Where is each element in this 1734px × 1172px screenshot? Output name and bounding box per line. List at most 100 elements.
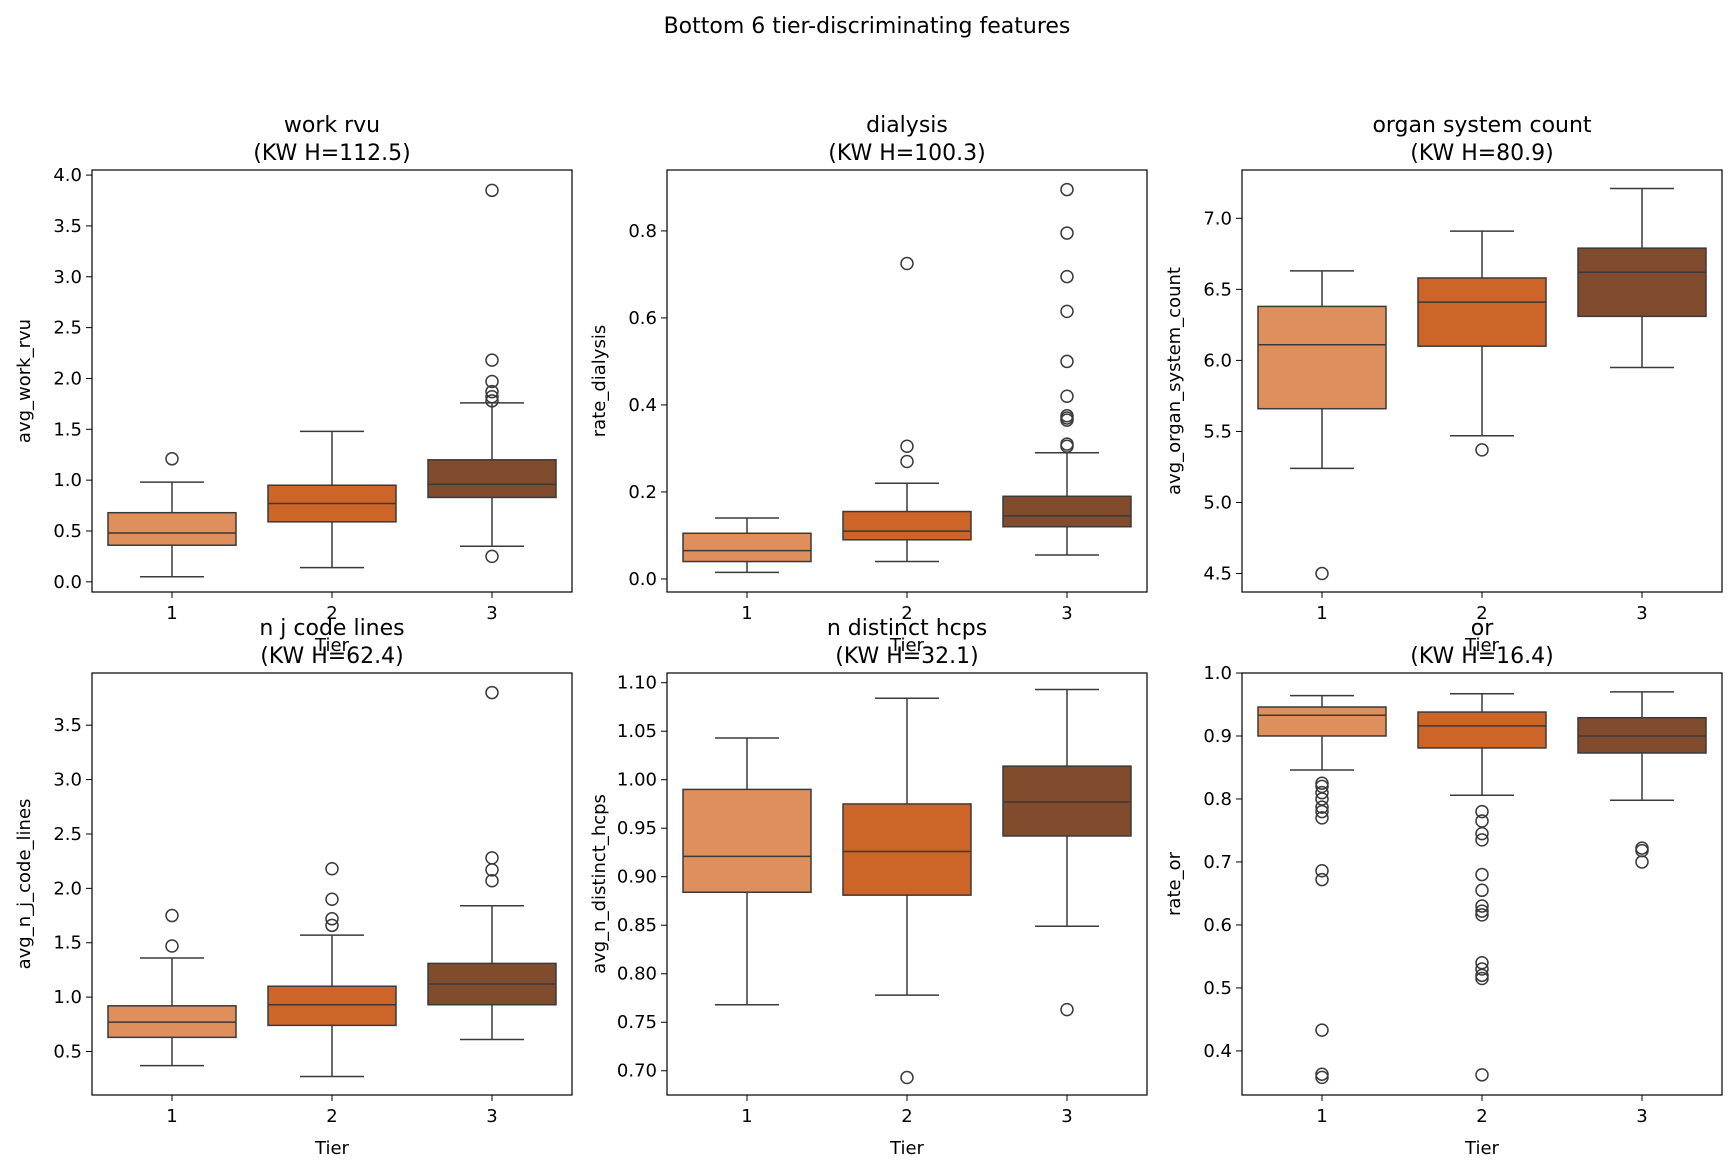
x-axis-label: Tier: [314, 635, 350, 656]
x-tick-label: 3: [1061, 603, 1072, 624]
y-tick-label: 1.00: [617, 770, 657, 791]
y-tick-label: 3.0: [53, 770, 82, 791]
outlier-point: [1315, 785, 1329, 800]
outlier-point: [1475, 883, 1489, 898]
outlier-point: [1475, 814, 1489, 828]
iqr-box: [1257, 305, 1387, 410]
outlier-point: [1475, 899, 1489, 913]
y-tick-label: 7.0: [1203, 208, 1232, 229]
outlier-point: [1060, 182, 1074, 197]
box-tier-2: [842, 697, 972, 1085]
iqr-box: [427, 459, 557, 499]
outlier-point: [1315, 1067, 1329, 1081]
y-tick-label: 4.5: [1203, 564, 1232, 585]
subplot-subtitle: (KW H=16.4): [1410, 644, 1554, 669]
outlier-point: [1475, 908, 1489, 922]
y-tick-label: 6.0: [1203, 350, 1232, 371]
subplot-title: organ system count: [1372, 113, 1591, 138]
y-axis-label: avg_n_j_code_lines: [14, 799, 35, 970]
y-tick-label: 1.5: [53, 419, 82, 440]
y-tick-label: 0.85: [617, 915, 657, 936]
outlier-point: [1475, 955, 1489, 970]
outlier-point: [1475, 962, 1489, 976]
box-tier-2: [267, 430, 397, 569]
box-tier-2: [267, 862, 397, 1078]
y-tick-label: 0.5: [53, 1041, 82, 1062]
outlier-point: [1635, 855, 1649, 869]
x-tick-label: 2: [901, 1106, 912, 1127]
box-tier-3: [1577, 691, 1707, 869]
outlier-point: [325, 892, 339, 906]
outlier-point: [1060, 389, 1074, 403]
x-tick-label: 3: [1061, 1106, 1072, 1127]
box-tier-1: [1257, 694, 1387, 1085]
box-tier-2: [1417, 230, 1547, 457]
y-tick-label: 2.0: [53, 368, 82, 389]
x-tick-label: 2: [1476, 603, 1487, 624]
y-axis-label: rate_dialysis: [589, 325, 610, 437]
box-tier-3: [1577, 187, 1707, 369]
subplot-1: work rvu (KW H=112.5) avg_work_rvu Tier 0.0 0…: [14, 113, 573, 656]
outlier-point: [325, 862, 339, 876]
y-tick-label: 2.5: [53, 824, 82, 845]
outlier-point: [485, 851, 499, 865]
axes-frame: [666, 169, 1148, 593]
outlier-point: [485, 873, 499, 888]
y-tick-label: 2.0: [53, 878, 82, 899]
box-tier-1: [682, 517, 812, 574]
y-axis-label: avg_work_rvu: [14, 319, 35, 443]
outlier-point: [1315, 800, 1329, 814]
iqr-box: [682, 532, 812, 563]
y-tick-label: 0.8: [1203, 789, 1232, 810]
outlier-point: [1475, 804, 1489, 819]
subplot-4: n j code lines (KW H=62.4) avg_n_j_code_li…: [14, 616, 573, 1159]
y-axis-label: rate_or: [1164, 851, 1185, 916]
y-tick-label: 1.0: [1203, 663, 1232, 684]
subplot-subtitle: (KW H=32.1): [835, 644, 979, 669]
y-tick-label: 0.7: [1203, 852, 1232, 873]
y-tick-label: 0.75: [617, 1012, 657, 1033]
outlier-point: [1315, 1023, 1329, 1037]
subplot-subtitle: (KW H=80.9): [1410, 141, 1554, 166]
x-axis-label: Tier: [314, 1138, 350, 1159]
iqr-box: [1002, 495, 1132, 528]
subplot-3: organ system count (KW H=80.9) avg_organ_s…: [1164, 113, 1723, 656]
outlier-point: [325, 918, 339, 933]
iqr-box: [1257, 706, 1387, 737]
y-tick-label: 0.90: [617, 867, 657, 888]
axes-frame: [91, 169, 573, 593]
outlier-point: [1060, 226, 1074, 240]
outlier-point: [1315, 779, 1329, 794]
x-tick-label: 2: [326, 603, 337, 624]
iqr-box: [842, 510, 972, 541]
axes-frame: [666, 672, 1148, 1096]
outlier-point: [900, 1070, 914, 1085]
outlier-point: [165, 908, 179, 923]
y-tick-label: 0.4: [628, 395, 657, 416]
x-tick-label: 1: [1316, 1106, 1327, 1127]
subplot-title: or: [1471, 616, 1494, 641]
box-tier-1: [107, 452, 237, 578]
outlier-point: [1060, 354, 1074, 369]
outlier-point: [1475, 833, 1489, 847]
iqr-box: [107, 511, 237, 546]
box-tier-1: [1257, 270, 1387, 581]
y-tick-label: 5.5: [1203, 421, 1232, 442]
outlier-point: [485, 394, 499, 408]
axes-frame: [1241, 169, 1723, 593]
outlier-point: [485, 374, 499, 389]
y-tick-label: 4.0: [53, 165, 82, 186]
outlier-point: [1060, 409, 1074, 423]
subplot-title: work rvu: [284, 113, 380, 138]
y-tick-label: 0.5: [53, 521, 82, 542]
x-axis-label: Tier: [889, 1138, 925, 1159]
y-tick-label: 1.05: [617, 721, 657, 742]
figure-title: Bottom 6 tier-discriminating features: [664, 14, 1071, 39]
subplot-grid: work rvu (KW H=112.5) avg_work_rvu Tier 0.0 0…: [14, 113, 1723, 1159]
outlier-point: [1060, 304, 1074, 319]
box-tier-3: [1002, 182, 1132, 556]
outlier-point: [165, 452, 179, 466]
y-axis-label: avg_organ_system_count: [1164, 267, 1185, 495]
x-tick-label: 1: [166, 1106, 177, 1127]
